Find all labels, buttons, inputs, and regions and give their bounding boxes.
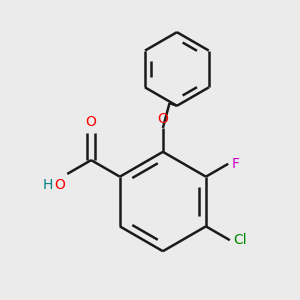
Text: O: O bbox=[55, 178, 65, 192]
Text: F: F bbox=[232, 157, 240, 171]
Text: Cl: Cl bbox=[233, 233, 247, 247]
Text: O: O bbox=[158, 112, 168, 126]
Text: H: H bbox=[43, 178, 53, 192]
Text: O: O bbox=[86, 115, 97, 129]
